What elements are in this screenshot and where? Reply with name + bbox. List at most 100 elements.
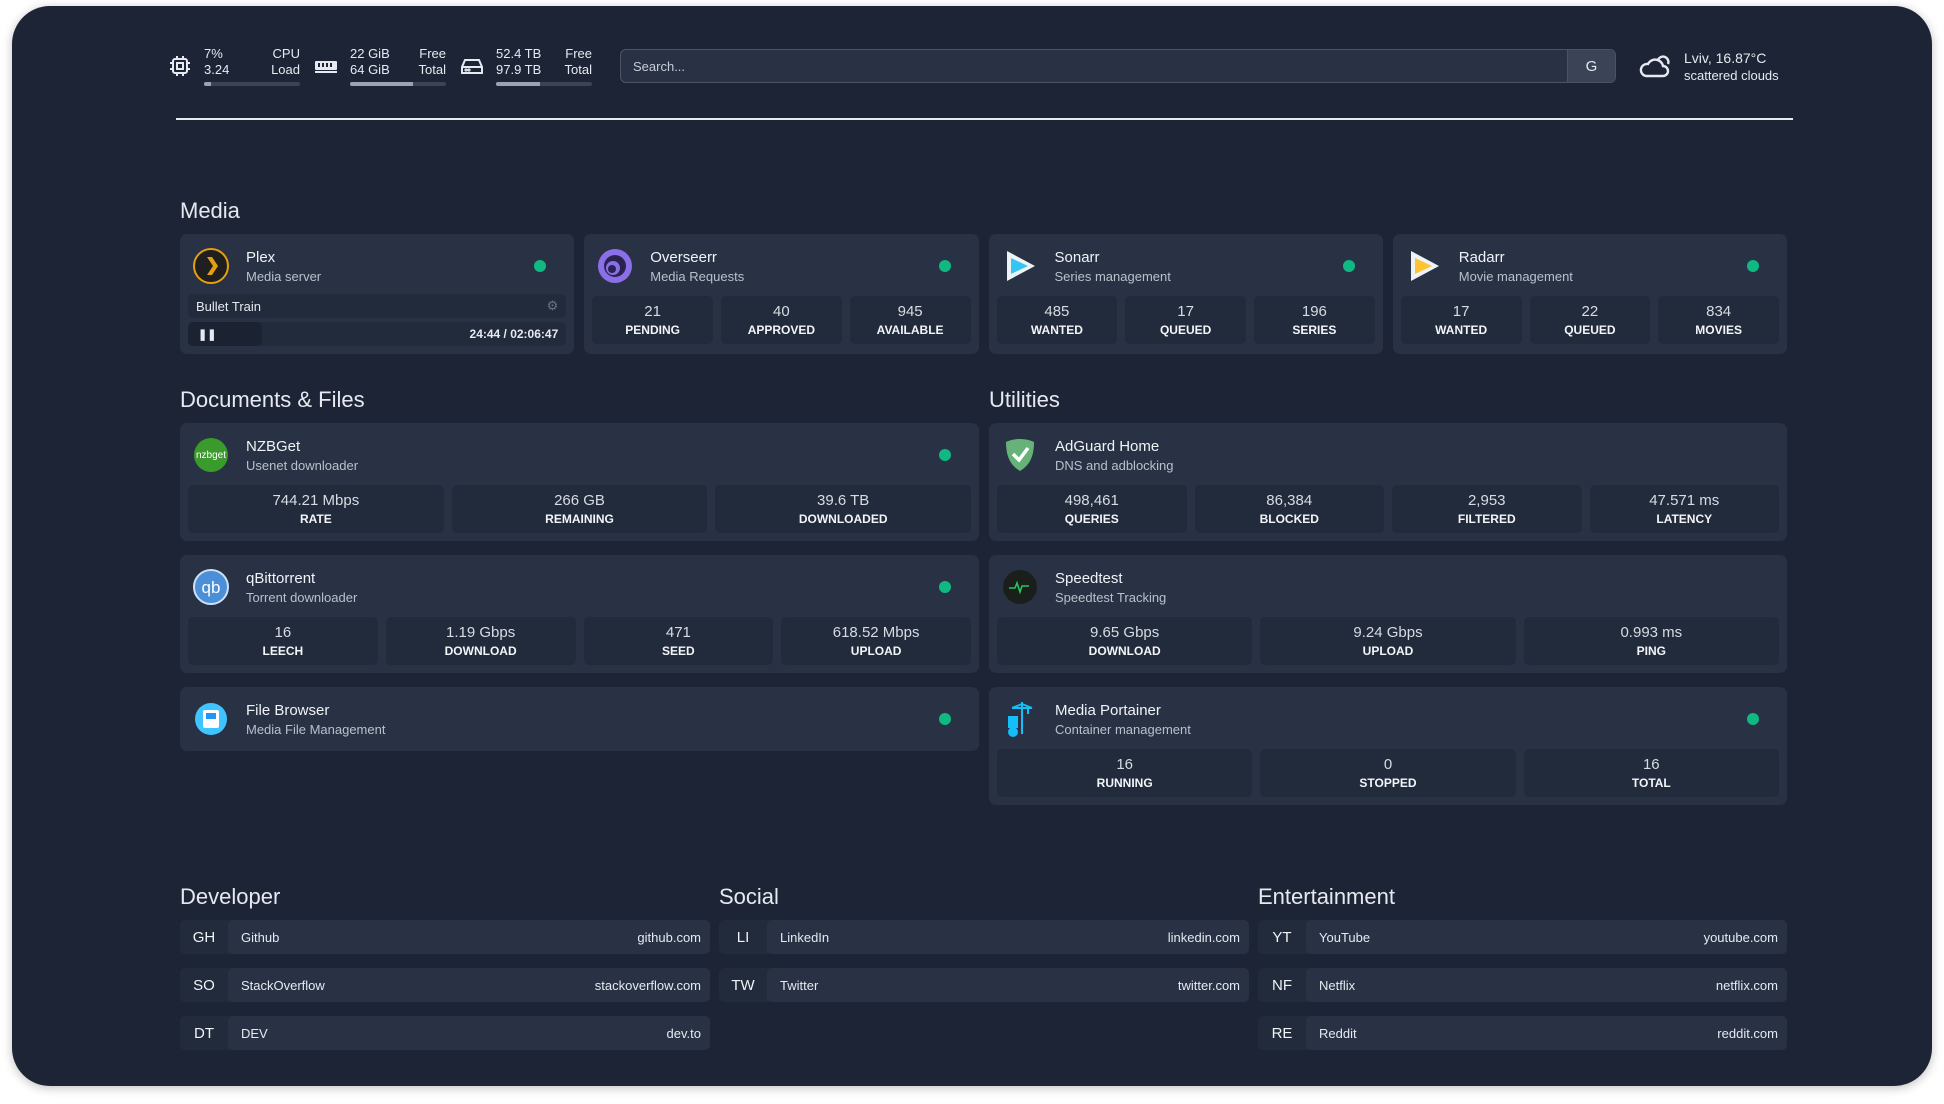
service-card-radarr[interactable]: Radarr Movie management 17 WANTED 22 QUEUED 83… bbox=[1392, 234, 1787, 354]
svg-text:nzbget: nzbget bbox=[196, 450, 226, 461]
bookmark-youtube[interactable]: YT YouTube youtube.com bbox=[1258, 920, 1787, 954]
bookmark-link[interactable]: YouTube youtube.com bbox=[1306, 920, 1787, 954]
sonarr-icon bbox=[1001, 247, 1039, 285]
stat-label: QUERIES bbox=[1064, 512, 1119, 526]
stat-block: 485 WANTED bbox=[996, 296, 1118, 344]
section-title-documents: Documents & Files bbox=[180, 387, 365, 412]
cpu-load: 3.24 bbox=[204, 62, 230, 77]
bookmark-abbreviation: RE bbox=[1271, 1024, 1293, 1042]
load-label: Load bbox=[271, 62, 300, 77]
disk-total: 97.9 TB bbox=[496, 62, 542, 77]
stat-block: 40 APPROVED bbox=[721, 296, 842, 344]
service-card-file-browser[interactable]: File Browser Media File Management bbox=[180, 687, 979, 751]
stat-block: 17 QUEUED bbox=[1125, 296, 1246, 344]
card-text: Overseerr Media Requests bbox=[650, 249, 938, 284]
service-name[interactable]: AdGuard Home bbox=[1055, 437, 1160, 455]
section-title-social: Social bbox=[719, 884, 779, 909]
card-text: Radarr Movie management bbox=[1459, 249, 1747, 284]
bookmark-reddit[interactable]: RE Reddit reddit.com bbox=[1258, 1016, 1787, 1050]
stat-label: QUEUED bbox=[1564, 323, 1616, 337]
pause-icon[interactable]: ❚❚ bbox=[198, 328, 217, 341]
service-card-sonarr[interactable]: Sonarr Series management 485 WANTED 17 QUEUED… bbox=[988, 234, 1383, 354]
service-card-media-portainer[interactable]: Media Portainer Container management 16 RUN… bbox=[989, 687, 1787, 805]
stat-value: 945 bbox=[897, 303, 923, 320]
overseerr-icon bbox=[596, 247, 634, 285]
service-stats: 485 WANTED 17 QUEUED 196 SERIES bbox=[996, 296, 1375, 344]
service-card-qbittorrent[interactable]: qb qBittorrent Torrent downloader 16 LEECH 1.… bbox=[180, 555, 979, 673]
service-name[interactable]: Speedtest bbox=[1055, 569, 1123, 587]
stat-block: 945 AVAILABLE bbox=[849, 296, 971, 344]
service-name[interactable]: NZBGet bbox=[246, 437, 301, 455]
stat-block: 9.65 Gbps DOWNLOAD bbox=[997, 617, 1253, 665]
playback-progress[interactable]: ❚❚ 24:44 / 02:06:47 bbox=[188, 322, 567, 346]
stat-label: SEED bbox=[662, 644, 695, 658]
stat-block: 196 SERIES bbox=[1254, 296, 1375, 344]
stat-label: RATE bbox=[299, 512, 332, 526]
bookmark-name: LinkedIn bbox=[780, 929, 830, 945]
bookmark-twitter[interactable]: TW Twitter twitter.com bbox=[719, 968, 1249, 1002]
bookmark-link[interactable]: LinkedIn linkedin.com bbox=[767, 920, 1249, 954]
status-indicator bbox=[534, 260, 547, 272]
service-card-adguard-home[interactable]: AdGuard Home DNS and adblocking 498,461 QUE… bbox=[989, 423, 1787, 541]
service-card-nzbget[interactable]: nzbget NZBGet Usenet downloader 744.21 Mbps… bbox=[180, 423, 979, 541]
cpu-usage: 7% bbox=[204, 46, 223, 61]
bookmark-link[interactable]: Github github.com bbox=[228, 920, 710, 954]
stat-block: 16 RUNNING bbox=[997, 749, 1253, 797]
stat-block: 47.571 ms LATENCY bbox=[1589, 485, 1779, 533]
bookmark-abbreviation: YT bbox=[1272, 928, 1292, 946]
disk-bar bbox=[496, 82, 592, 86]
stat-value: 17 bbox=[1452, 303, 1470, 320]
bookmark-link[interactable]: Netflix netflix.com bbox=[1306, 968, 1787, 1002]
service-card-plex[interactable]: Plex Media server Bullet Train ⚙ ❚❚ 24:44 / 0… bbox=[180, 234, 575, 354]
stat-value: 744.21 Mbps bbox=[272, 492, 360, 509]
bookmark-url: twitter.com bbox=[1177, 977, 1240, 993]
cloud-icon bbox=[1639, 55, 1670, 78]
stat-block: 21 PENDING bbox=[592, 296, 713, 344]
card-header: Sonarr Series management bbox=[997, 242, 1375, 290]
stat-label: AVAILABLE bbox=[876, 323, 944, 337]
service-description: Media File Management bbox=[246, 721, 386, 737]
service-name[interactable]: qBittorrent bbox=[246, 569, 316, 587]
service-description: Media server bbox=[246, 268, 322, 284]
service-name[interactable]: Sonarr bbox=[1054, 248, 1100, 266]
total-label: Total bbox=[418, 62, 446, 77]
bookmark-linkedin[interactable]: LI LinkedIn linkedin.com bbox=[719, 920, 1249, 954]
bookmark-netflix[interactable]: NF Netflix netflix.com bbox=[1258, 968, 1787, 1002]
search-input[interactable] bbox=[621, 58, 1567, 74]
service-description: Container management bbox=[1055, 721, 1191, 737]
bookmark-stackoverflow[interactable]: SO StackOverflow stackoverflow.com bbox=[180, 968, 710, 1002]
speedtest-icon bbox=[1001, 568, 1039, 606]
stat-label: STOPPED bbox=[1359, 776, 1417, 790]
service-card-overseerr[interactable]: Overseerr Media Requests 21 PENDING 40 APPROV… bbox=[584, 234, 979, 354]
portainer-icon bbox=[1001, 700, 1039, 738]
section-title-utilities: Utilities bbox=[989, 387, 1060, 412]
service-name[interactable]: File Browser bbox=[246, 701, 330, 719]
bookmark-link[interactable]: Reddit reddit.com bbox=[1306, 1016, 1787, 1050]
bookmark-link[interactable]: DEV dev.to bbox=[228, 1016, 710, 1050]
search-provider-button[interactable]: G bbox=[1567, 50, 1615, 82]
service-name[interactable]: Overseerr bbox=[650, 248, 717, 266]
card-header: Plex Media server bbox=[188, 242, 566, 290]
bookmark-link[interactable]: Twitter twitter.com bbox=[767, 968, 1249, 1002]
stat-block: 266 GB REMAINING bbox=[451, 485, 708, 533]
disk-bar-fill bbox=[496, 82, 541, 86]
memory-bar-fill bbox=[350, 82, 414, 86]
disk-icon bbox=[461, 59, 483, 74]
bookmark-abbreviation: DT bbox=[194, 1024, 214, 1042]
bookmark-github[interactable]: GH Github github.com bbox=[180, 920, 710, 954]
service-name[interactable]: Plex bbox=[246, 248, 276, 266]
stat-label: WANTED bbox=[1030, 323, 1083, 337]
stat-label: WANTED bbox=[1435, 323, 1488, 337]
bookmark-link[interactable]: StackOverflow stackoverflow.com bbox=[228, 968, 710, 1002]
stat-value: 618.52 Mbps bbox=[832, 624, 920, 641]
service-name[interactable]: Media Portainer bbox=[1055, 701, 1161, 719]
stat-label: FILTERED bbox=[1457, 512, 1516, 526]
card-header: Radarr Movie management bbox=[1401, 242, 1779, 290]
service-stats: 16 LEECH 1.19 Gbps DOWNLOAD 471 SEED 618.52 Mb… bbox=[188, 617, 971, 665]
bookmark-dev[interactable]: DT DEV dev.to bbox=[180, 1016, 710, 1050]
stat-value: 0.993 ms bbox=[1620, 624, 1683, 641]
service-card-speedtest[interactable]: Speedtest Speedtest Tracking 9.65 Gbps DOWN… bbox=[989, 555, 1787, 673]
memory-total: 64 GiB bbox=[350, 62, 390, 77]
svg-text:qb: qb bbox=[202, 578, 221, 597]
service-name[interactable]: Radarr bbox=[1458, 248, 1505, 266]
